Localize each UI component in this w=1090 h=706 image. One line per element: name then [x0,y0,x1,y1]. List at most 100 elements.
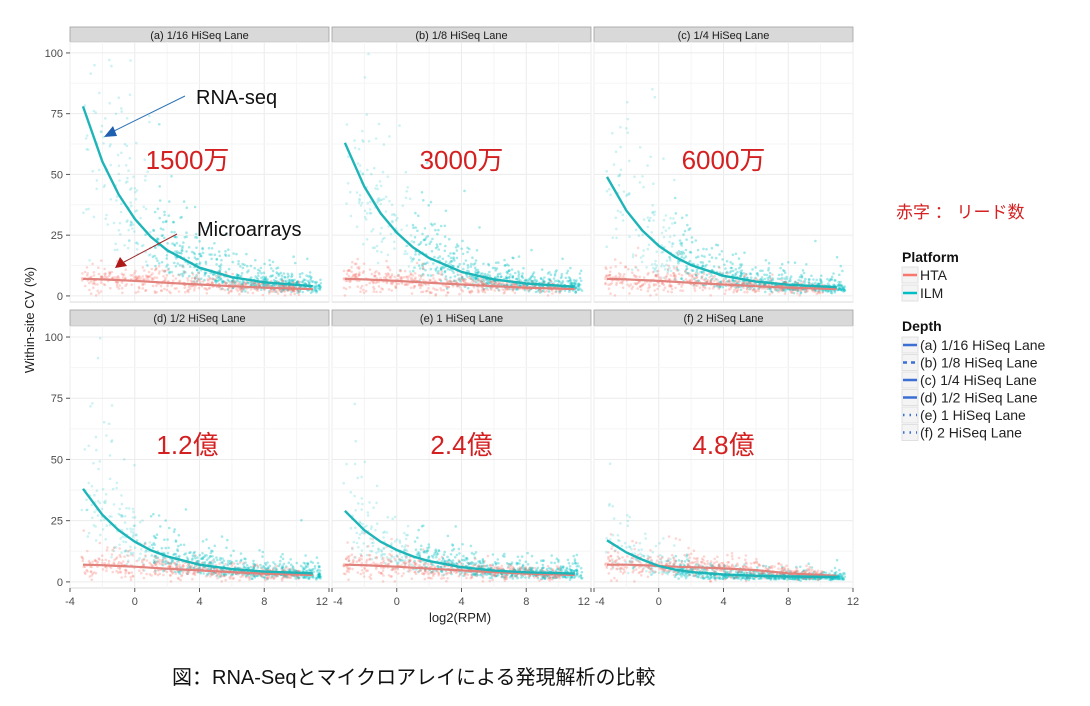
hta-point [99,290,103,293]
ilm-point [421,263,424,266]
facet-panel: (c) 1/4 HiSeq Lane [593,26,854,303]
ilm-point [777,288,781,292]
ilm-point [172,530,176,533]
ilm-point [210,247,214,250]
ilm-point [699,261,703,264]
ilm-point [404,537,408,541]
hta-point [91,560,94,564]
ilm-point [816,282,820,285]
ilm-point [651,87,654,91]
ilm-point [316,568,320,572]
hta-point [449,279,452,283]
ilm-point [694,273,698,277]
ilm-point [436,245,439,248]
ilm-point [175,241,179,245]
ilm-point [784,280,788,284]
facet-strip-title: (b) 1/8 HiSeq Lane [415,30,507,42]
ilm-point [553,272,557,276]
hta-point [477,291,480,294]
ilm-point [86,535,90,538]
ilm-point [645,266,648,269]
ilm-point [671,242,674,245]
ilm-point [215,263,218,266]
hta-point [693,286,696,290]
ilm-point [577,282,580,285]
ilm-point [548,271,551,274]
ilm-point [464,259,468,262]
ilm-point [413,266,416,269]
ilm-point [283,276,287,279]
ilm-point [281,280,284,283]
ilm-point [572,281,576,285]
ilm-point [800,275,804,279]
hta-point [100,259,103,263]
hta-point [127,571,131,575]
ilm-point [446,267,450,271]
ilm-point [412,226,415,229]
hta-point [218,286,222,289]
hta-point [483,282,486,286]
ilm-point [460,247,464,251]
ilm-point [693,277,696,281]
hta-point [716,278,719,282]
ilm-point [388,199,391,203]
ilm-point [354,508,358,512]
hta-point [109,286,112,290]
ilm-point [450,259,454,263]
hta-point [297,281,301,284]
ilm-point [109,143,112,146]
ilm-point [195,236,199,239]
hta-point [413,285,417,288]
hta-point [617,272,621,275]
ilm-point [487,262,490,266]
ilm-point [393,240,396,244]
hta-point [342,269,346,273]
hta-point [446,280,450,284]
ilm-point [142,205,146,209]
ilm-point [739,274,742,278]
ilm-point [270,267,273,270]
ilm-point [473,276,477,280]
ilm-point [785,275,788,279]
ilm-point [413,235,417,239]
ilm-point [700,271,704,275]
ilm-point [833,279,836,282]
ilm-point [737,257,741,260]
hta-point [390,282,394,286]
ilm-point [266,561,269,564]
ilm-point [203,271,207,275]
hta-point [86,570,89,573]
ilm-point [819,279,823,282]
ilm-point [577,285,581,289]
hta-point [216,577,219,580]
ilm-point [783,280,787,284]
hta-point [108,272,112,275]
hta-point [103,267,106,271]
hta-point [229,280,232,284]
ilm-point [652,266,655,270]
ilm-point [198,261,202,265]
ilm-point [379,184,383,188]
ilm-point [713,285,716,288]
ilm-point [258,549,261,552]
ilm-point [307,275,310,278]
ilm-point [109,198,113,201]
ilm-point [316,284,319,288]
hta-point [351,260,354,264]
hta-point [154,560,157,563]
hta-point [649,294,652,297]
ilm-point [161,228,165,231]
ilm-point [561,565,565,569]
ilm-point [646,164,649,167]
ilm-point [359,170,362,173]
ilm-point [568,290,571,294]
ilm-point [510,268,514,271]
ilm-point [483,272,487,276]
ilm-point [439,242,442,246]
ilm-point [458,278,462,282]
ilm-point [662,218,666,222]
ilm-point [249,565,253,569]
ilm-point [159,525,162,528]
hta-point [511,282,514,286]
ilm-point [530,279,534,283]
